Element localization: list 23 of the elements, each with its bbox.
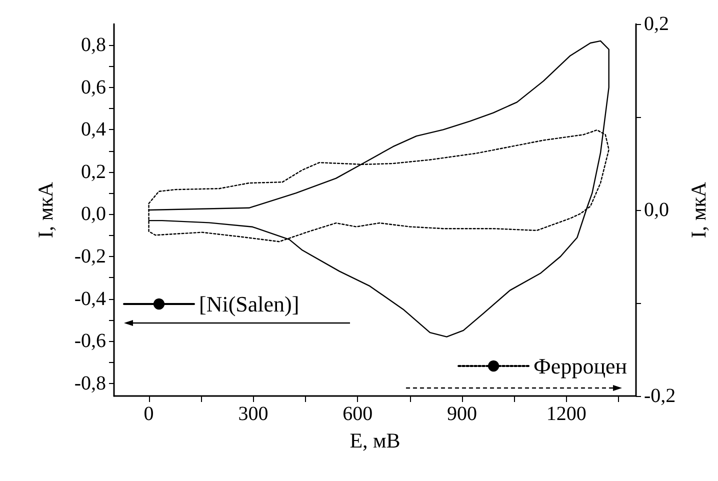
y-tick-label: 0,0 bbox=[81, 203, 106, 226]
line-series bbox=[148, 40, 610, 338]
y2-axis-title: I, мкА bbox=[686, 181, 710, 238]
legend-label: [Ni(Salen)] bbox=[199, 292, 300, 316]
y2-tick-label: 0,0 bbox=[644, 199, 669, 221]
y-tick-label: -0,8 bbox=[74, 372, 106, 394]
y2-tick-label: 0,2 bbox=[644, 13, 669, 35]
y-tick-label: 0,4 bbox=[81, 118, 106, 141]
x-axis-title: E, мВ bbox=[350, 428, 400, 452]
y-axis-title: I, мкА bbox=[34, 181, 58, 238]
y-tick-label: 0,6 bbox=[81, 76, 106, 98]
y2-tick-label: -0,2 bbox=[644, 385, 676, 407]
y-tick-label: 0,2 bbox=[81, 160, 106, 183]
x-tick-label: 1200 bbox=[546, 403, 586, 425]
x-tick-label: 300 bbox=[238, 403, 268, 425]
y-tick-label: 0,8 bbox=[81, 34, 106, 56]
x-tick-label: 0 bbox=[144, 403, 154, 425]
x-tick-label: 900 bbox=[447, 403, 477, 425]
legend-label: Ферроцен bbox=[534, 354, 628, 378]
y-tick-label: -0,4 bbox=[74, 288, 106, 310]
x-tick-label: 600 bbox=[342, 403, 373, 425]
y-tick-label: -0,6 bbox=[74, 330, 106, 352]
y-tick-label: -0,2 bbox=[74, 246, 106, 268]
